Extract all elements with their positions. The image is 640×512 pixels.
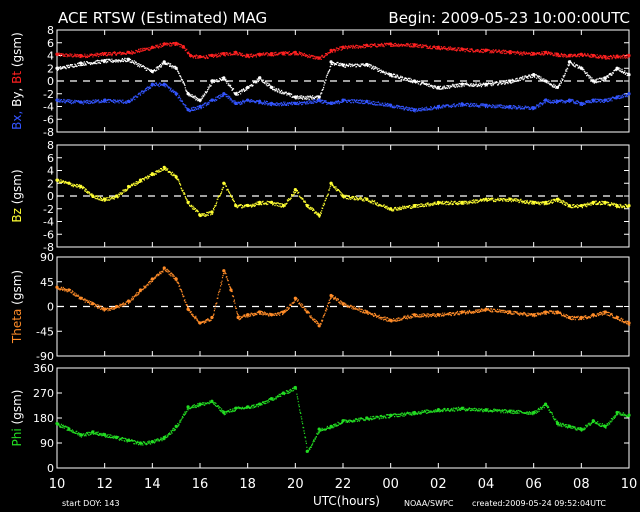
- x-axis-label: UTC(hours): [313, 494, 380, 508]
- y-tick-label: -90: [36, 350, 54, 363]
- begin-time: Begin: 2009-05-23 10:00:00UTC: [388, 9, 630, 27]
- y-tick-label: 8: [47, 139, 54, 152]
- x-tick-label: 02: [430, 477, 447, 492]
- y-tick-label: -2: [43, 203, 54, 216]
- x-tick-label: 16: [192, 477, 209, 492]
- y-axis-label-part: Bz: [10, 208, 24, 223]
- panel-frame: [56, 367, 630, 469]
- y-tick-label: -8: [43, 241, 54, 254]
- y-tick-label: 2: [47, 62, 54, 75]
- y-tick-label: 4: [47, 165, 54, 178]
- y-axis-label: Bx, By, Bt (gsm): [10, 32, 24, 130]
- y-axis-label-part: Phi: [10, 428, 24, 446]
- y-tick-label: 2: [47, 177, 54, 190]
- x-tick-label: 22: [335, 477, 352, 492]
- y-tick-label: 0: [47, 190, 54, 203]
- x-tick-label: 04: [478, 477, 495, 492]
- y-axis-label: Phi (gsm): [10, 390, 24, 447]
- data-point: [317, 427, 321, 431]
- y-tick-label: 8: [47, 24, 54, 37]
- x-tick-label: 10: [49, 477, 66, 492]
- series-bz: [55, 165, 631, 218]
- series-theta: [55, 266, 631, 328]
- y-axis-label: Bz (gsm): [10, 169, 24, 222]
- y-tick-label: -8: [43, 126, 54, 139]
- x-tick-label: 18: [239, 477, 256, 492]
- created-time: created:2009-05-24 09:52:04UTC: [472, 499, 606, 508]
- trace-theta: [57, 267, 631, 328]
- y-tick-label: 360: [33, 362, 54, 375]
- x-tick-label: 08: [573, 477, 590, 492]
- y-axis-label-part: (gsm): [10, 32, 24, 71]
- y-axis-label-part: (gsm): [10, 390, 24, 429]
- y-tick-label: 270: [33, 387, 54, 400]
- x-tick-label: 20: [287, 477, 304, 492]
- chart-title: ACE RTSW (Estimated) MAG: [58, 9, 267, 27]
- start-doy: start DOY: 143: [62, 499, 120, 508]
- y-axis-label-part: Bx,: [10, 111, 24, 130]
- y-axis-label-part: Bt: [10, 71, 24, 88]
- y-tick-label: -4: [43, 216, 54, 229]
- series-phi: [55, 385, 631, 453]
- y-tick-label: 0: [47, 75, 54, 88]
- y-tick-label: 6: [47, 37, 54, 50]
- data-point: [460, 200, 464, 204]
- y-tick-label: 90: [40, 437, 54, 450]
- y-tick-label: -2: [43, 88, 54, 101]
- series-bt: [55, 41, 631, 60]
- y-tick-label: 0: [47, 462, 54, 475]
- trace-bz: [57, 167, 631, 218]
- x-axis: 10 12 14 16 18 20 22 00 02 04 06 08 10: [49, 477, 638, 492]
- trace-bt: [57, 42, 631, 60]
- x-tick-label: 14: [144, 477, 161, 492]
- trace-phi: [57, 386, 631, 452]
- y-axis-label-part: Theta: [10, 309, 24, 344]
- y-tick-label: 0: [47, 301, 54, 314]
- series-by: [55, 57, 631, 103]
- agency: NOAA/SWPC: [404, 499, 454, 508]
- y-axis-label-part: (gsm): [10, 169, 24, 208]
- y-tick-label: 45: [40, 276, 54, 289]
- y-tick-label: 6: [47, 152, 54, 165]
- y-tick-label: -6: [43, 228, 54, 241]
- y-tick-label: -45: [36, 325, 54, 338]
- trace-by: [57, 57, 631, 103]
- x-tick-label: 00: [382, 477, 399, 492]
- series-bx: [55, 82, 631, 113]
- y-tick-label: 4: [47, 50, 54, 63]
- y-tick-label: 180: [33, 412, 54, 425]
- y-tick-label: 90: [40, 251, 54, 264]
- y-tick-label: -4: [43, 101, 54, 114]
- panel-phi: 0 90 180 270 360 Phi (gsm): [10, 362, 631, 475]
- panel-theta: -90 -45 0 45 90 Theta (gsm): [10, 251, 631, 363]
- data-point: [55, 421, 59, 426]
- x-tick-label: 06: [525, 477, 542, 492]
- x-tick-label: 10: [621, 477, 638, 492]
- x-tick-label: 12: [96, 477, 113, 492]
- trace-bx: [57, 82, 631, 113]
- y-axis-label-part: (gsm): [10, 270, 24, 309]
- y-axis-label-part: By,: [10, 88, 24, 111]
- y-axis-label: Theta (gsm): [10, 270, 24, 344]
- y-tick-label: -6: [43, 113, 54, 126]
